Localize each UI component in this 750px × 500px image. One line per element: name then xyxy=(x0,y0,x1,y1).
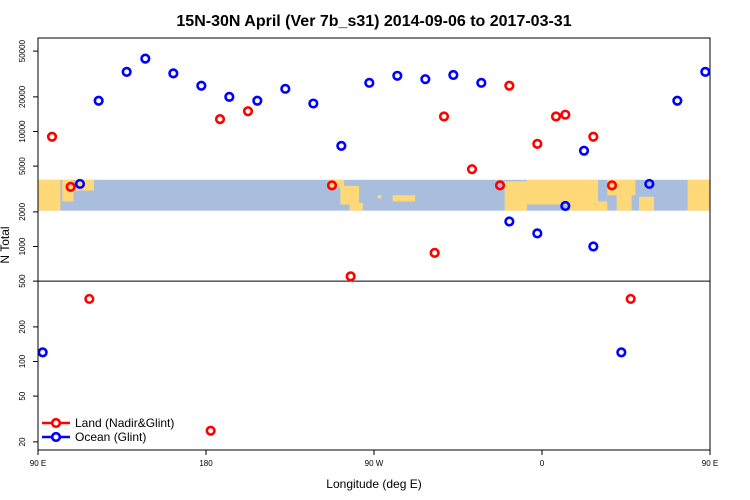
map-land xyxy=(504,181,528,211)
data-point xyxy=(336,140,347,151)
y-tick-label: 5000 xyxy=(18,157,27,175)
data-point xyxy=(74,178,86,190)
data-point xyxy=(65,181,76,192)
data-point xyxy=(588,131,599,142)
data-point xyxy=(252,95,263,106)
data-point xyxy=(504,216,515,227)
x-tick-label: 90 E xyxy=(702,459,718,468)
data-point xyxy=(476,77,487,88)
map-land xyxy=(616,193,632,211)
data-point xyxy=(214,114,226,125)
map-land xyxy=(570,201,608,211)
data-point xyxy=(364,77,375,88)
series-ocean xyxy=(37,53,711,358)
x-tick-label: 0 xyxy=(540,459,545,468)
data-point xyxy=(224,91,235,102)
y-tick-label: 50000 xyxy=(18,39,27,62)
data-point xyxy=(700,66,711,77)
data-point xyxy=(345,271,356,282)
x-axis-label: Longitude (deg E) xyxy=(326,477,421,491)
y-tick-label: 10000 xyxy=(18,120,27,143)
data-point xyxy=(504,80,515,91)
data-point xyxy=(84,293,95,305)
x-tick-label: 180 xyxy=(199,459,213,468)
legend: Land (Nadir&Glint)Ocean (Glint) xyxy=(42,416,174,444)
map-land xyxy=(687,179,710,211)
data-point xyxy=(560,109,571,120)
legend-label: Ocean (Glint) xyxy=(75,430,146,444)
series-land xyxy=(46,80,636,436)
data-point xyxy=(140,53,151,64)
data-point xyxy=(466,164,478,175)
data-point xyxy=(326,180,338,191)
y-tick-label: 50 xyxy=(18,391,27,400)
data-point xyxy=(121,66,132,77)
data-point xyxy=(168,68,179,79)
data-point xyxy=(429,247,440,258)
chart-title: 15N-30N April (Ver 7b_s31) 2014-09-06 to… xyxy=(176,13,571,30)
data-point xyxy=(392,70,403,81)
data-point xyxy=(532,138,543,149)
data-point xyxy=(644,178,655,190)
data-point xyxy=(205,425,216,436)
data-point xyxy=(448,69,459,81)
data-point xyxy=(578,145,590,156)
map-land xyxy=(392,195,416,202)
data-point xyxy=(616,347,627,358)
y-tick-label: 1000 xyxy=(18,237,27,255)
y-tick-label: 500 xyxy=(18,274,27,288)
legend-item: Land (Nadir&Glint) xyxy=(42,416,174,430)
data-point xyxy=(588,241,599,252)
y-tick-label: 20000 xyxy=(18,85,27,108)
y-tick-label: 200 xyxy=(18,320,27,334)
data-point xyxy=(37,347,48,358)
map-land xyxy=(527,179,598,205)
y-axis: 20 50 100 200 500 1000 2000 5000 10000 20000 50000 xyxy=(18,39,38,446)
data-point xyxy=(308,98,319,109)
x-tick-label: 90 E xyxy=(30,459,46,468)
y-tick-label: 2000 xyxy=(18,202,27,220)
data-point xyxy=(280,83,291,94)
legend-marker xyxy=(50,431,62,443)
data-point xyxy=(672,95,683,106)
y-tick-label: 20 xyxy=(18,437,27,446)
x-axis: 90 E 180 90 W 0 90 E xyxy=(30,450,718,468)
data-point xyxy=(242,106,254,117)
legend-item: Ocean (Glint) xyxy=(42,430,146,444)
map-land xyxy=(349,202,363,211)
data-point xyxy=(560,200,571,212)
y-axis-label: N Total xyxy=(0,226,12,263)
legend-label: Land (Nadir&Glint) xyxy=(75,416,174,430)
data-point xyxy=(93,95,104,106)
map-land xyxy=(38,179,61,211)
x-tick-label: 90 W xyxy=(365,459,384,468)
map-land xyxy=(639,196,654,211)
plot-frame xyxy=(37,37,711,451)
map-land xyxy=(340,185,360,205)
data-point xyxy=(46,131,58,142)
legend-marker xyxy=(50,417,62,429)
data-point xyxy=(625,293,636,305)
data-point xyxy=(438,111,450,122)
data-point xyxy=(532,228,543,239)
map-land xyxy=(377,195,382,199)
data-point xyxy=(550,111,562,122)
data-point xyxy=(196,80,207,91)
data-point xyxy=(606,180,618,191)
data-point xyxy=(420,74,431,85)
data-point xyxy=(494,180,506,191)
data-points xyxy=(37,53,711,436)
y-tick-label: 100 xyxy=(18,354,27,368)
